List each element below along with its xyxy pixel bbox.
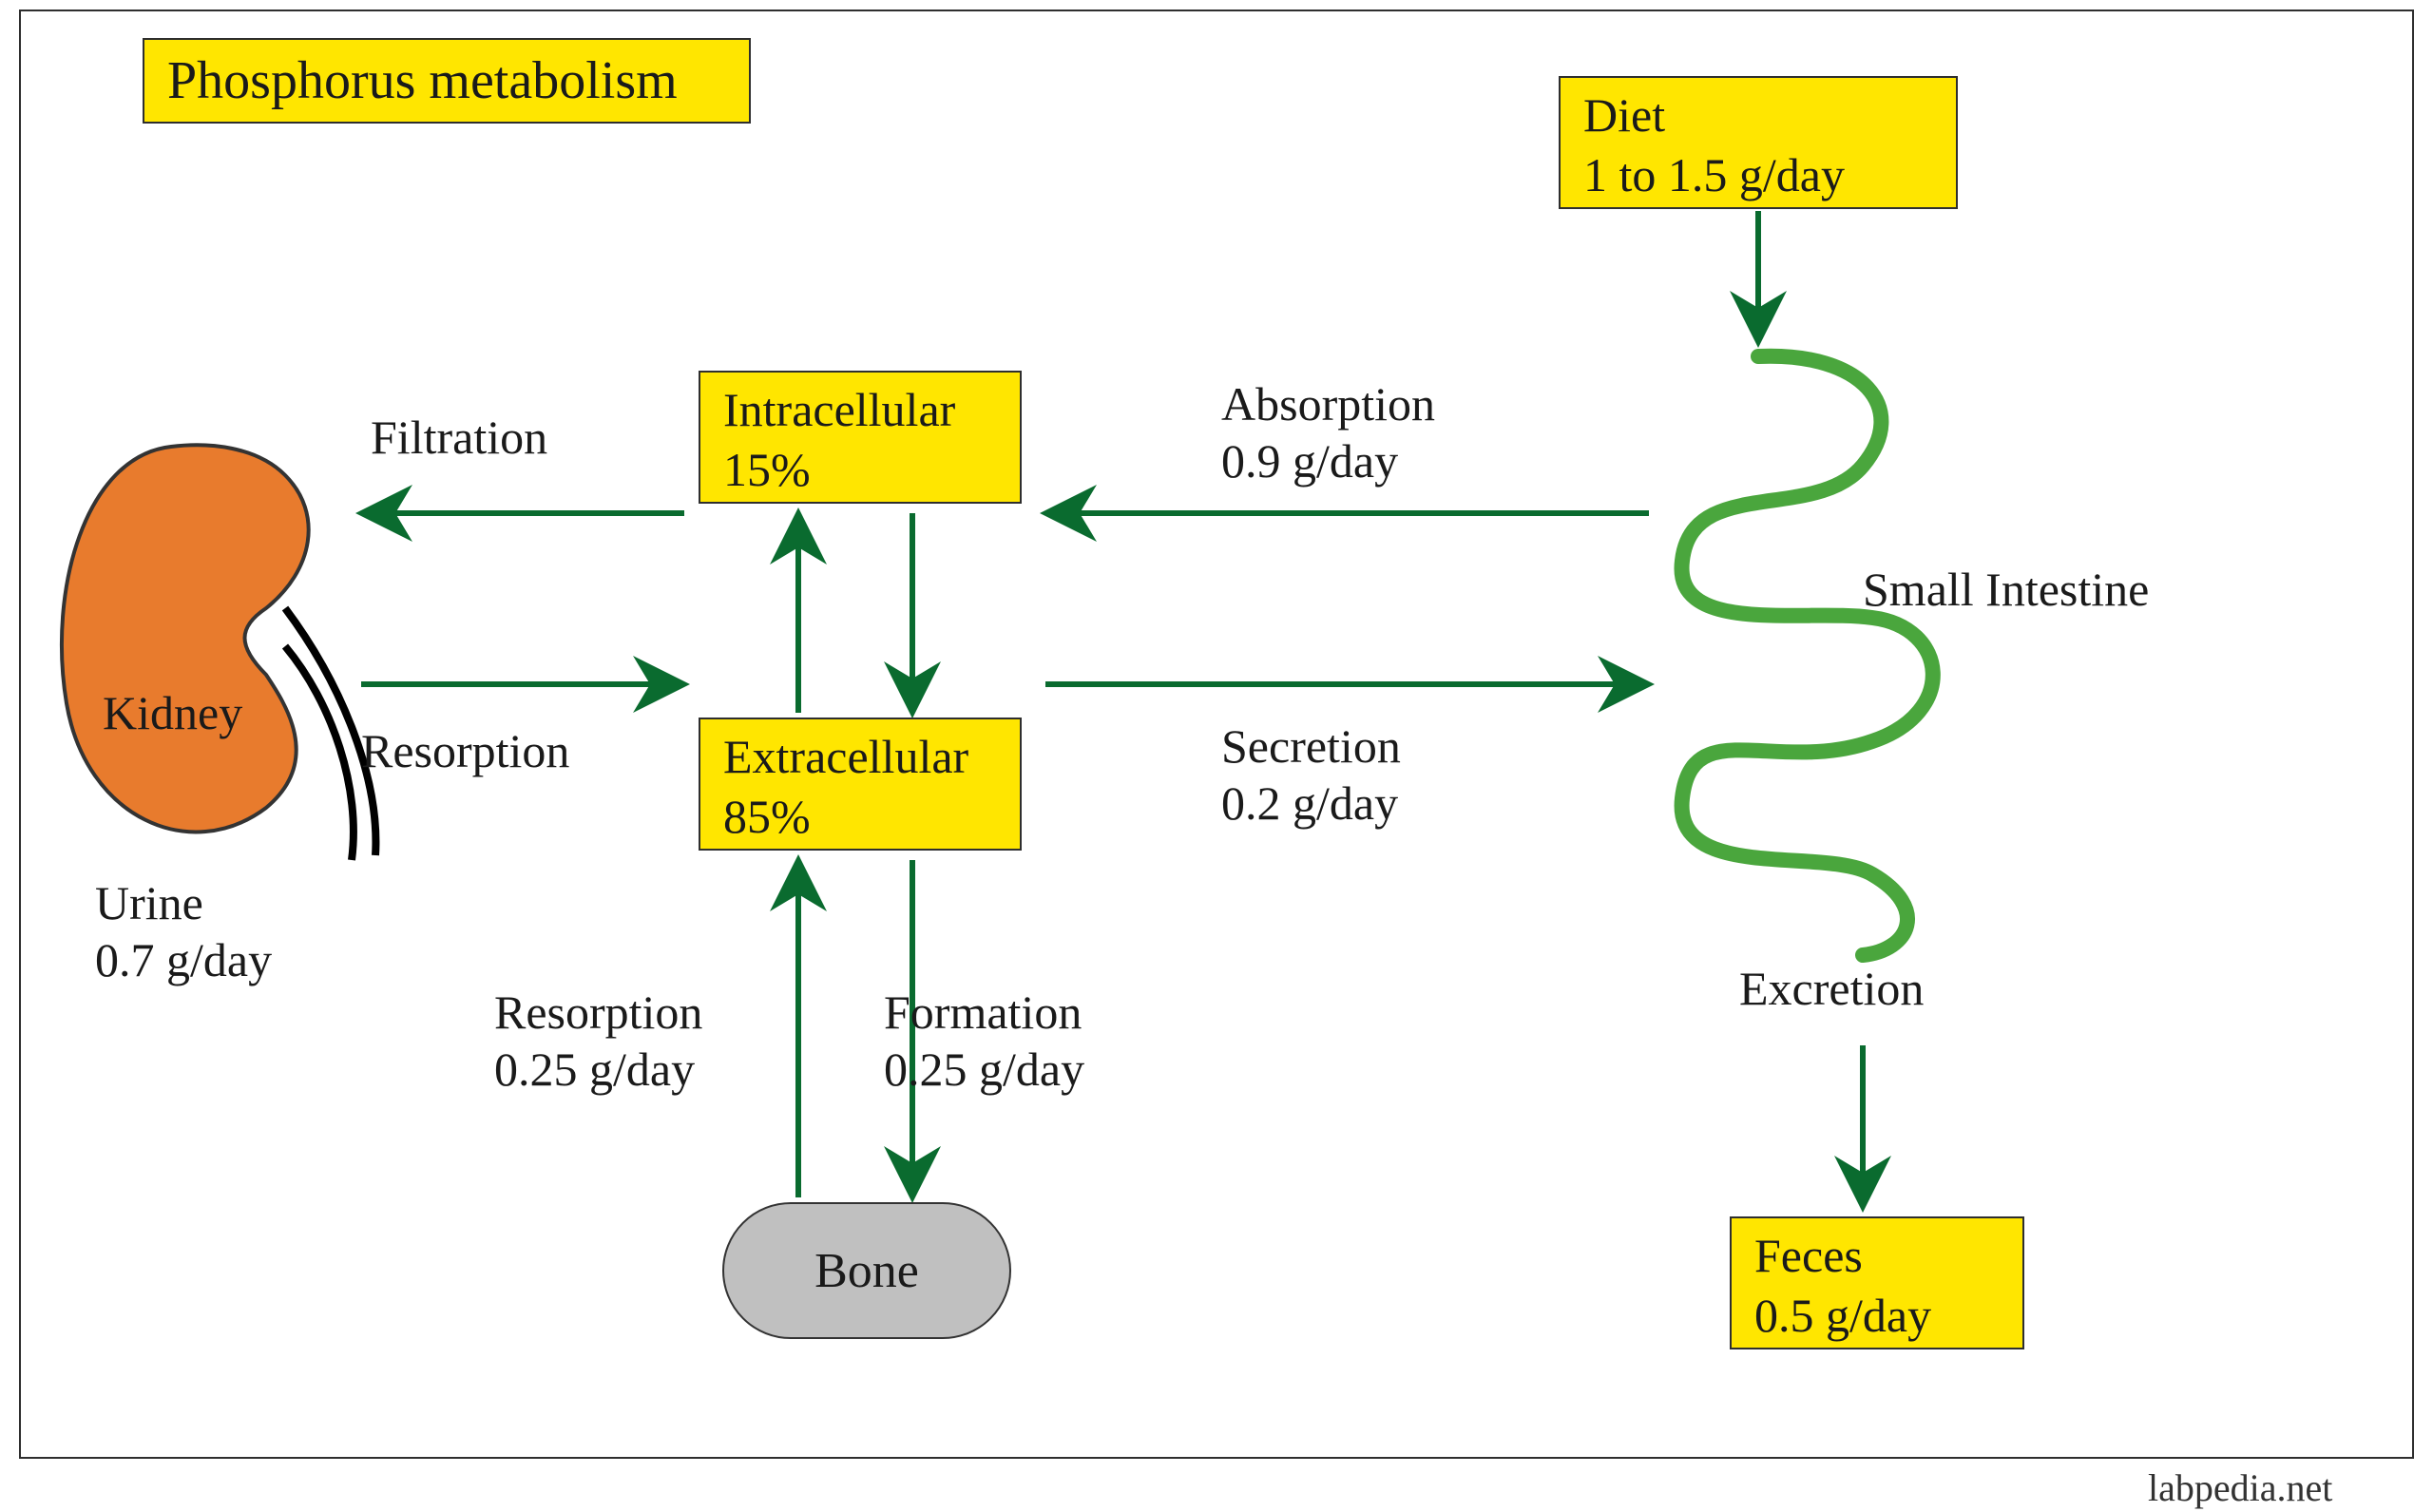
diagram-canvas: Phosphorus metabolism Diet 1 to 1.5 g/da… — [0, 0, 2433, 1512]
diet-line2: 1 to 1.5 g/day — [1583, 145, 1933, 205]
secretion-label: Secretion 0.2 g/day — [1221, 718, 1401, 832]
extracellular-box: Extracellular 85% — [699, 718, 1022, 851]
feces-line1: Feces — [1754, 1226, 2000, 1286]
extracellular-line2: 85% — [723, 787, 997, 847]
resorption-kidney-label: Resorption — [361, 722, 569, 779]
filtration-label: Filtration — [371, 409, 547, 466]
feces-line2: 0.5 g/day — [1754, 1286, 2000, 1346]
bone-node: Bone — [722, 1202, 1011, 1339]
resorption-bone-label: Resorption 0.25 g/day — [494, 984, 702, 1098]
intracellular-box: Intracellular 15% — [699, 371, 1022, 504]
small-intestine-label: Small Intestine — [1863, 561, 2149, 618]
diet-line1: Diet — [1583, 86, 1933, 145]
bone-label: Bone — [814, 1243, 919, 1299]
extracellular-line1: Extracellular — [723, 727, 997, 787]
intracellular-line2: 15% — [723, 440, 997, 500]
absorption-label: Absorption 0.9 g/day — [1221, 375, 1435, 489]
diet-box: Diet 1 to 1.5 g/day — [1559, 76, 1958, 209]
formation-label: Formation 0.25 g/day — [884, 984, 1084, 1098]
feces-box: Feces 0.5 g/day — [1730, 1216, 2024, 1349]
kidney-label: Kidney — [103, 684, 242, 741]
title-box: Phosphorus metabolism — [143, 38, 751, 124]
title-text: Phosphorus metabolism — [167, 48, 678, 114]
urine-label: Urine 0.7 g/day — [95, 874, 272, 988]
watermark: labpedia.net — [2148, 1465, 2332, 1511]
excretion-label: Excretion — [1739, 960, 1924, 1017]
intracellular-line1: Intracellular — [723, 380, 997, 440]
